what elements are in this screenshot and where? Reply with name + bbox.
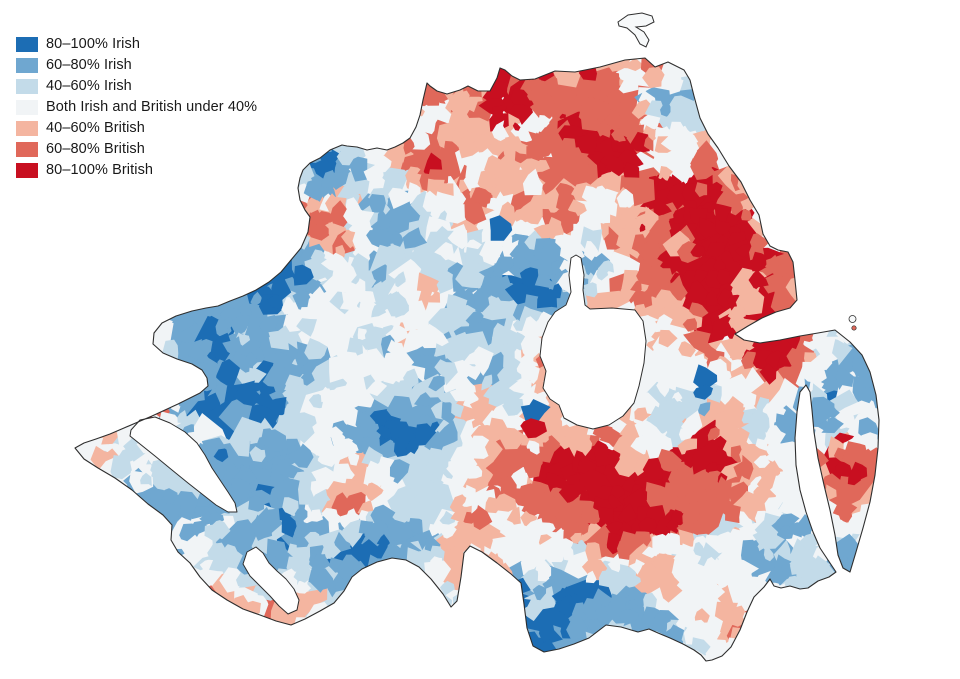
lower-lough-erne	[129, 416, 238, 513]
rathlin-island	[617, 12, 655, 48]
legend-item: 80–100% British	[16, 163, 257, 178]
legend-label: 60–80% Irish	[46, 57, 132, 73]
legend-swatch	[16, 58, 38, 73]
legend-swatch	[16, 79, 38, 94]
coastline-outline	[74, 57, 880, 662]
legend-label: 40–60% Irish	[46, 78, 132, 94]
legend-item: Both Irish and British under 40%	[16, 100, 257, 115]
legend-item: 80–100% Irish	[16, 37, 257, 52]
islands	[617, 12, 857, 331]
legend-swatch	[16, 121, 38, 136]
legend: 80–100% Irish 60–80% Irish 40–60% Irish Bot…	[16, 37, 257, 184]
small-island	[851, 325, 857, 331]
lakes	[129, 254, 647, 615]
legend-label: 40–60% British	[46, 120, 145, 136]
legend-label: 80–100% British	[46, 162, 154, 178]
legend-swatch	[16, 142, 38, 157]
legend-item: 40–60% British	[16, 121, 257, 136]
legend-label: 80–100% Irish	[46, 36, 140, 52]
legend-item: 40–60% Irish	[16, 79, 257, 94]
upper-lough-erne	[242, 546, 300, 615]
legend-item: 60–80% British	[16, 142, 257, 157]
legend-label: Both Irish and British under 40%	[46, 99, 258, 115]
legend-swatch	[16, 100, 38, 115]
copeland-island	[848, 315, 857, 323]
legend-label: 60–80% British	[46, 141, 145, 157]
lough-neagh	[539, 254, 647, 430]
legend-swatch	[16, 37, 38, 52]
legend-swatch	[16, 163, 38, 178]
legend-item: 60–80% Irish	[16, 58, 257, 73]
legend-rows: 80–100% Irish 60–80% Irish 40–60% Irish Bot…	[16, 37, 257, 178]
